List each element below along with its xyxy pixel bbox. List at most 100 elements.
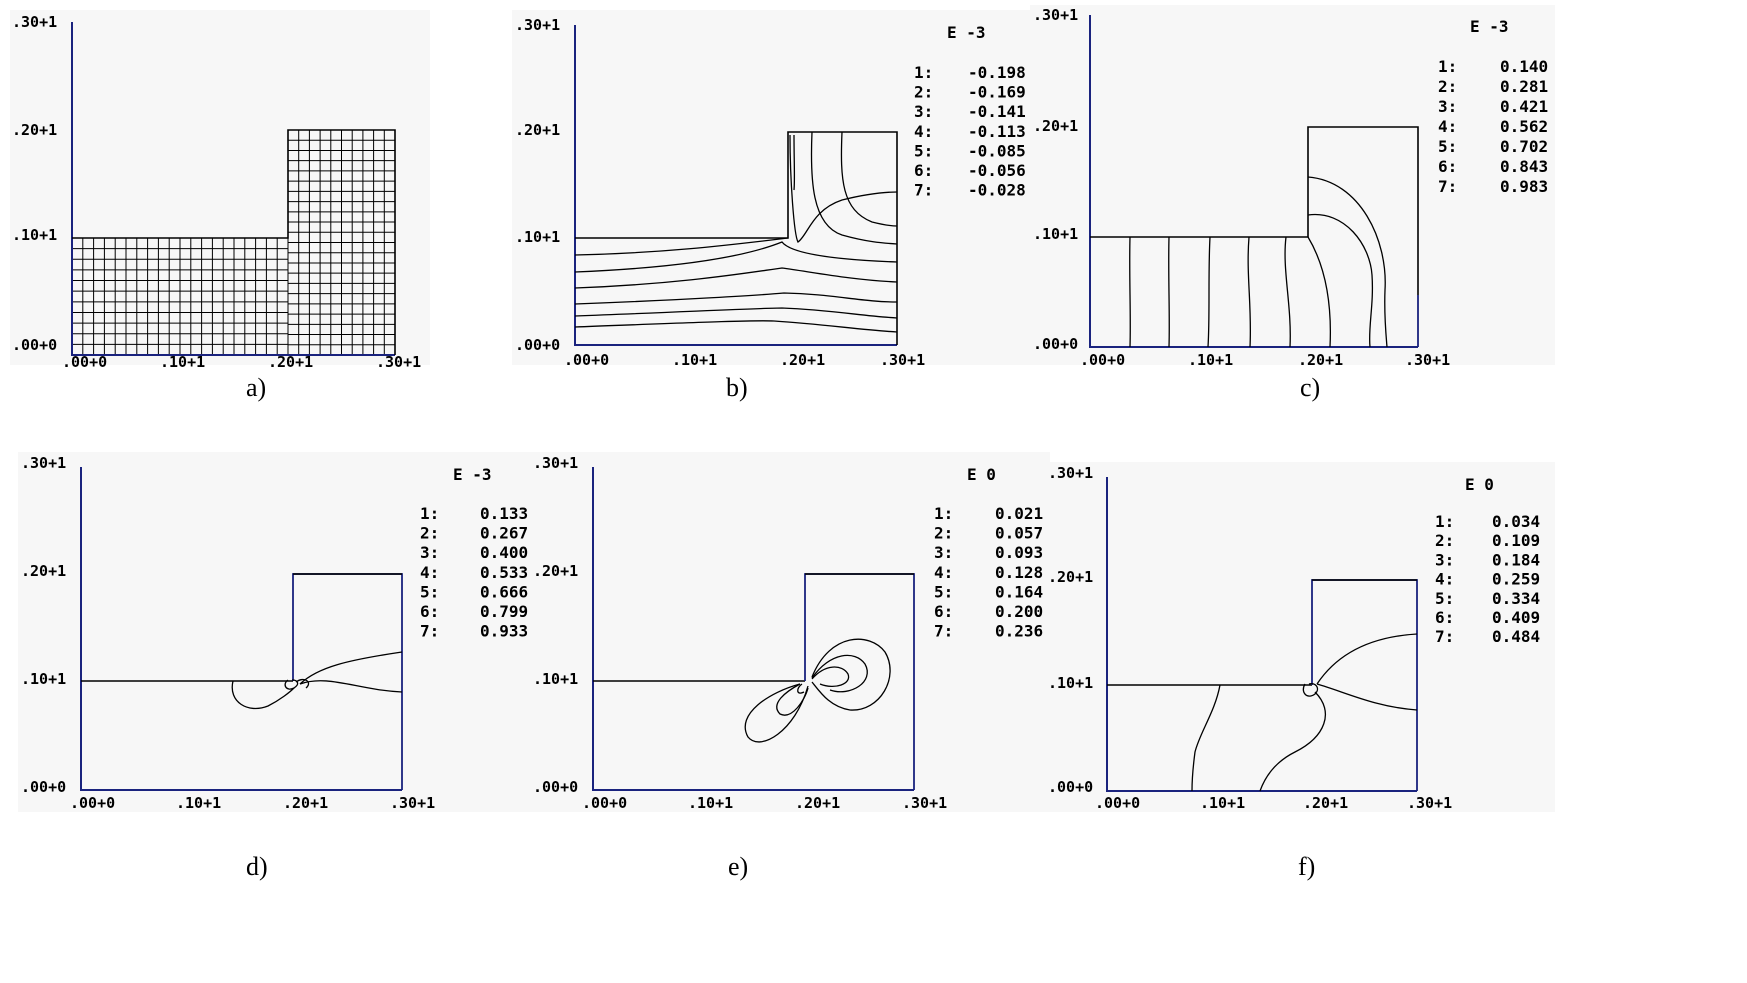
contour-lines: [574, 131, 898, 333]
legend-value: 0.021: [995, 504, 1043, 523]
panel-e: .30+1 .20+1 .10+1 .00+0 .00+0 .10+1 .20+…: [530, 452, 1050, 912]
legend-value: 0.267: [480, 524, 528, 543]
legend-index: 4:: [420, 563, 439, 582]
x-tick-label: .00+0: [1080, 351, 1125, 369]
x-tick-label: .00+0: [582, 794, 627, 812]
panel-b: .30+1 .20+1 .10+1 .00+0 .00+0 .10+1 .20+…: [512, 10, 1032, 470]
x-tick-label: .10+1: [1200, 794, 1245, 812]
plot-background: [18, 452, 543, 812]
domain-boundary: [575, 131, 898, 345]
legend-exponent: E 0: [1465, 475, 1494, 494]
contour-line: [574, 267, 898, 289]
x-tick-label: .30+1: [1407, 794, 1452, 812]
y-tick-label: .20+1: [515, 121, 560, 139]
domain-boundary: [1090, 126, 1419, 295]
legend-value: -0.113: [968, 122, 1026, 141]
legend-index: 6:: [934, 602, 953, 621]
legend-index: 6:: [1435, 608, 1454, 627]
x-tick-label: .20+1: [268, 353, 313, 371]
contour-legend: E 0 1: 0.021 2: 0.057 3: 0.093 4: 0.128 5: 0.164 6:…: [934, 465, 1043, 641]
contour-line: [1316, 683, 1418, 711]
x-tick-label: .10+1: [688, 794, 733, 812]
legend-index: 6:: [914, 161, 933, 180]
contour-lines: [231, 651, 403, 710]
mesh-plot: .30+1 .20+1 .10+1 .00+0 .00+0 .10+1 .20+…: [10, 10, 430, 371]
y-tick-label: .00+0: [1048, 778, 1093, 796]
legend-index: 6:: [1438, 157, 1457, 176]
legend-index: 5:: [1438, 137, 1457, 156]
legend-value: 0.128: [995, 563, 1043, 582]
contour-lines: [1129, 176, 1388, 348]
legend-index: 4:: [1435, 570, 1454, 589]
legend-index: 7:: [934, 622, 953, 641]
contour-line: [776, 683, 809, 716]
x-tick-label: .00+0: [62, 353, 107, 371]
legend-value: -0.169: [968, 83, 1026, 102]
axes: [1106, 477, 1417, 792]
x-tick-label: .20+1: [1303, 794, 1348, 812]
legend-value: 0.409: [1492, 608, 1540, 627]
contour-line: [574, 307, 898, 319]
contour-line: [840, 131, 898, 227]
legend-value: 0.421: [1500, 97, 1548, 116]
panel-caption: f): [1298, 852, 1316, 881]
y-tick-label: .10+1: [21, 670, 66, 688]
panel-caption: e): [728, 852, 749, 881]
legend-value: 0.281: [1500, 77, 1548, 96]
legend-value: 0.133: [480, 504, 528, 523]
y-tick-label: .00+0: [21, 778, 66, 796]
legend-index: 1:: [934, 504, 953, 523]
legend-value: 0.200: [995, 602, 1043, 621]
x-tick-label: .20+1: [780, 351, 825, 369]
y-tick-label: .20+1: [1033, 117, 1078, 135]
legend-index: 3:: [934, 543, 953, 562]
contour-line: [295, 678, 310, 689]
x-tick-label: .10+1: [1188, 351, 1233, 369]
contour-line: [744, 683, 809, 743]
y-tick-label: .20+1: [533, 562, 578, 580]
contour-line: [1284, 236, 1291, 348]
x-tick-label: .00+0: [564, 351, 609, 369]
contour-line: [1207, 236, 1211, 348]
plot-background: [1030, 5, 1555, 365]
legend-value: 0.057: [995, 524, 1043, 543]
contour-line: [1302, 682, 1319, 697]
legend-index: 5:: [1435, 589, 1454, 608]
legend-index: 7:: [1438, 177, 1457, 196]
legend-index: 1:: [914, 63, 933, 82]
legend-exponent: E 0: [967, 465, 996, 484]
legend-index: 1:: [1438, 57, 1457, 76]
legend-index: 4:: [934, 563, 953, 582]
y-tick-label: .30+1: [533, 454, 578, 472]
contour-line: [811, 666, 850, 688]
legend-index: 3:: [1438, 97, 1457, 116]
y-tick-label: .30+1: [12, 13, 57, 31]
legend-value: 0.334: [1492, 589, 1540, 608]
x-tick-label: .00+0: [1095, 794, 1140, 812]
legend-index: 1:: [1435, 512, 1454, 531]
legend-index: 5:: [934, 582, 953, 601]
legend-value: 0.933: [480, 622, 528, 641]
y-tick-label: .30+1: [515, 16, 560, 34]
domain-boundary: [72, 129, 396, 355]
legend-value: -0.056: [968, 161, 1026, 180]
contour-line: [1307, 236, 1331, 348]
x-tick-label: .10+1: [672, 351, 717, 369]
x-tick-label: .20+1: [283, 794, 328, 812]
x-tick-label: .00+0: [70, 794, 115, 812]
legend-index: 2:: [914, 83, 933, 102]
axes: [80, 467, 402, 791]
panel-f: .30+1 .20+1 .10+1 .00+0 .00+0 .10+1 .20+…: [1045, 462, 1555, 922]
x-tick-label: .30+1: [1405, 351, 1450, 369]
x-tick-label: .30+1: [902, 794, 947, 812]
y-tick-label: .00+0: [515, 336, 560, 354]
plot-background: [10, 10, 430, 365]
legend-index: 3:: [420, 543, 439, 562]
legend-value: -0.028: [968, 181, 1026, 200]
x-tick-label: .20+1: [795, 794, 840, 812]
plot-background: [1045, 462, 1555, 812]
legend-value: 0.983: [1500, 177, 1548, 196]
contour-legend: E -3 1: 0.133 2: 0.267 3: 0.400 4: 0.533 5: 0.666 6…: [420, 465, 528, 641]
legend-value: 0.259: [1492, 570, 1540, 589]
y-tick-label: .10+1: [1048, 674, 1093, 692]
